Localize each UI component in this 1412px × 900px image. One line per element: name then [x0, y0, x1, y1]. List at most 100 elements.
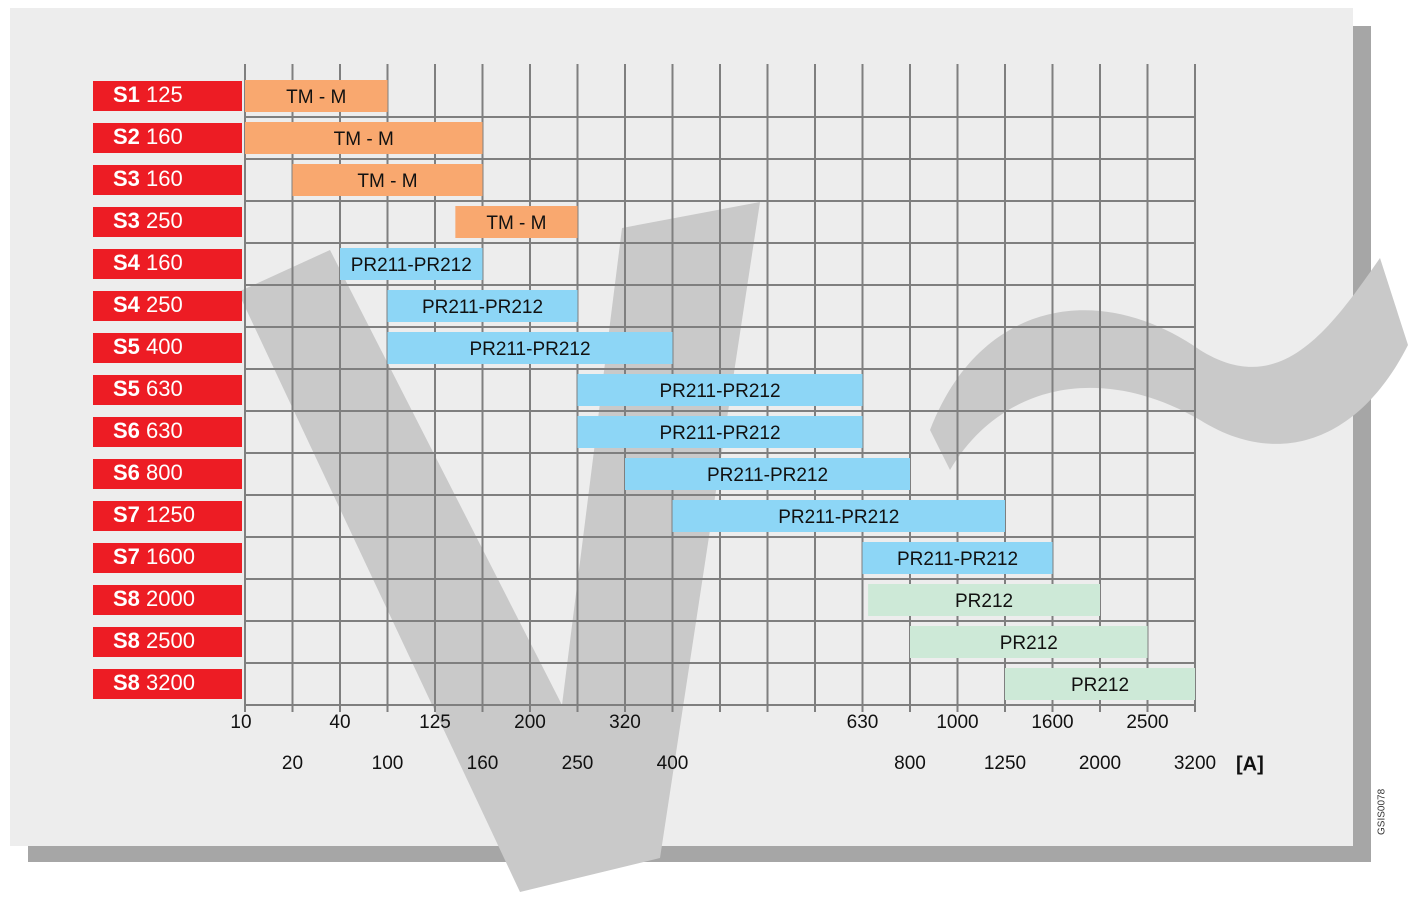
row-label: S7 1250 [113, 502, 195, 527]
rating: 125 [146, 82, 183, 107]
bar [387, 290, 578, 322]
rating: 160 [146, 124, 183, 149]
row-label: S4 160 [113, 250, 183, 275]
x-tick-label: 2000 [1079, 753, 1121, 774]
bar [862, 542, 1053, 574]
row-label-box [93, 249, 242, 279]
row-label: S8 2000 [113, 586, 195, 611]
plot: 10 20 40 100 125 160 200 250 320 400 630 800 1000 125… [93, 64, 1216, 774]
bar-label: PR211-PR212 [659, 423, 780, 444]
frame: S3 [113, 166, 140, 191]
row-label-box [93, 669, 242, 699]
row-label-box [93, 165, 242, 195]
bar-label: PR212 [955, 591, 1013, 612]
x-tick-label: 10 [230, 712, 251, 733]
bar [292, 164, 483, 196]
frame: S7 [113, 544, 140, 569]
rating: 250 [146, 208, 183, 233]
bar [387, 332, 673, 364]
row-label-box [93, 291, 242, 321]
row-label-box [93, 543, 242, 573]
x-tick-label: 400 [657, 753, 689, 774]
bar-label: TM - M [334, 129, 394, 150]
x-tick-label: 250 [562, 753, 594, 774]
x-axis-label: [A] [1236, 753, 1264, 775]
row-label: S8 3200 [113, 670, 195, 695]
x-tick-label: 1250 [984, 753, 1026, 774]
rating: 630 [146, 418, 183, 443]
rating: 250 [146, 292, 183, 317]
row-label: S7 1600 [113, 544, 195, 569]
frame: S4 [113, 250, 141, 275]
frame: S5 [113, 334, 140, 359]
row-label-box [93, 627, 242, 657]
bar-label: PR211-PR212 [659, 381, 780, 402]
row-label: S2 160 [113, 124, 183, 149]
frame: S1 [113, 82, 140, 107]
x-tick-label: 2500 [1126, 712, 1168, 733]
row-label-box [93, 585, 242, 615]
row-label: S3 250 [113, 208, 183, 233]
bar [455, 206, 578, 238]
row-label: S3 160 [113, 166, 183, 191]
row-label-box [93, 207, 242, 237]
frame: S4 [113, 292, 141, 317]
logo-wave [930, 258, 1408, 470]
code: GSIS0078 [1377, 788, 1388, 835]
bar [245, 80, 388, 112]
bar-label: PR211-PR212 [469, 339, 590, 360]
x-tick-label: 100 [372, 753, 404, 774]
x-tick-label: 800 [894, 753, 926, 774]
x-tick-label: 630 [847, 712, 879, 733]
frame: S2 [113, 124, 140, 149]
bar [868, 584, 1100, 616]
row-label-box [93, 375, 242, 405]
frame: S5 [113, 376, 140, 401]
rating: 630 [146, 376, 183, 401]
row-label-box [93, 333, 242, 363]
bar-label: TM - M [357, 171, 417, 192]
bar [1005, 668, 1195, 700]
x-tick-label: 160 [467, 753, 499, 774]
bar-label: PR211-PR212 [897, 549, 1018, 570]
row-label: S6 800 [113, 460, 183, 485]
rating: 1250 [146, 502, 195, 527]
bar-label: PR212 [1000, 633, 1058, 654]
rating: 3200 [146, 670, 195, 695]
bar-label: PR211-PR212 [351, 255, 472, 276]
frame: S6 [113, 460, 140, 485]
bar-label: PR211-PR212 [422, 297, 543, 318]
row-label: S4 250 [113, 292, 183, 317]
row-label: S8 2500 [113, 628, 195, 653]
bar-label: TM - M [486, 213, 546, 234]
frame: S8 [113, 586, 140, 611]
bar [672, 500, 1005, 532]
bar [577, 374, 863, 406]
bar [245, 122, 483, 154]
bar-label: PR212 [1071, 675, 1129, 696]
bar [340, 248, 483, 280]
x-tick-label: 1000 [936, 712, 978, 733]
row-label-box [93, 81, 242, 111]
x-tick-label: 1600 [1031, 712, 1073, 733]
x-tick-label: 3200 [1174, 753, 1216, 774]
rating: 400 [146, 334, 183, 359]
row-label: S5 630 [113, 376, 183, 401]
bar [625, 458, 910, 490]
rating: 2500 [146, 628, 195, 653]
rating: 160 [146, 250, 183, 275]
bar-label: PR211-PR212 [778, 507, 899, 528]
row-label-box [93, 501, 242, 531]
row-label: S5 400 [113, 334, 183, 359]
rating: 1600 [146, 544, 195, 569]
row-label: S6 630 [113, 418, 183, 443]
x-tick-label: 40 [329, 712, 350, 733]
x-tick-label: 125 [419, 712, 451, 733]
row-label: S1 125 [113, 82, 183, 107]
row-label-box [93, 123, 242, 153]
frame: S3 [113, 208, 140, 233]
x-tick-label: 320 [609, 712, 641, 733]
rating: 160 [146, 166, 183, 191]
row-label-box [93, 459, 242, 489]
